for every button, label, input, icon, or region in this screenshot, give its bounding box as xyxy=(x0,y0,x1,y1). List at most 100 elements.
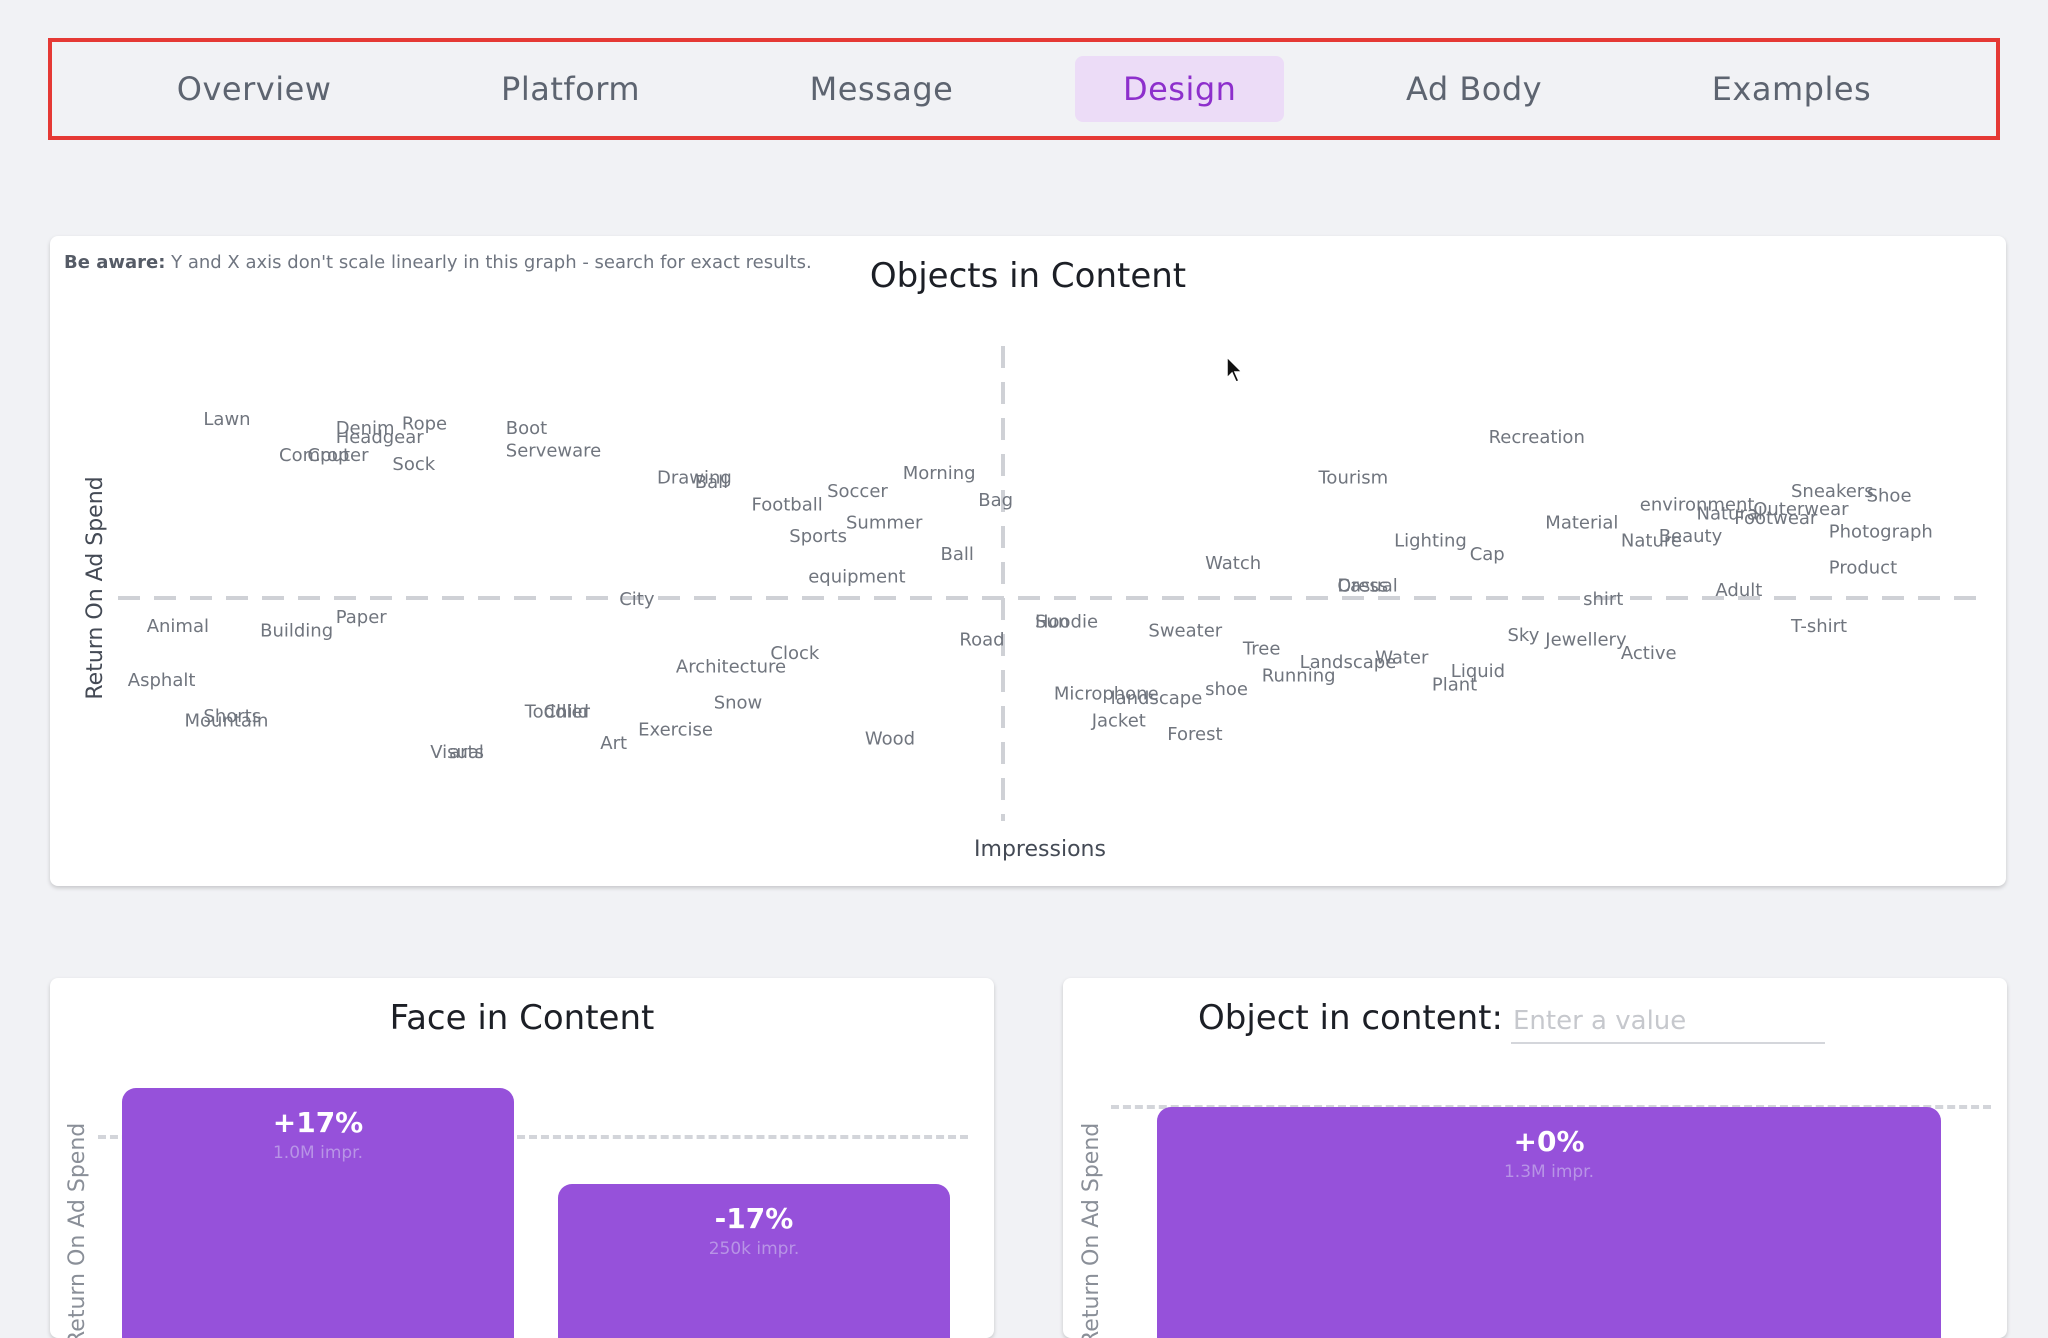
word-point[interactable]: Paper xyxy=(336,607,388,628)
tab-overview[interactable]: Overview xyxy=(176,70,332,108)
word-point[interactable]: Recreation xyxy=(1489,427,1585,448)
word-point[interactable]: Clock xyxy=(770,643,819,664)
word-point[interactable]: Sky xyxy=(1508,625,1540,646)
warning-label: Be aware: xyxy=(64,252,166,273)
tab-examples[interactable]: Examples xyxy=(1711,70,1872,108)
word-point[interactable]: Building xyxy=(260,621,333,642)
x-axis-label: Impressions xyxy=(974,837,1106,862)
word-point[interactable]: Summer xyxy=(846,513,923,534)
word-point[interactable]: Denim xyxy=(336,418,395,439)
object-search-header: Object in content: xyxy=(1063,998,2007,1048)
word-point[interactable]: Bag xyxy=(978,490,1013,511)
word-point[interactable]: Architecture xyxy=(676,657,786,678)
word-point[interactable]: shirt xyxy=(1583,589,1623,610)
word-point[interactable]: Soccer xyxy=(827,481,888,502)
word-point[interactable]: Material xyxy=(1545,513,1618,534)
word-point[interactable]: Toddler xyxy=(524,702,591,723)
word-point[interactable]: Landscape xyxy=(1300,652,1397,673)
object-in-content-card: Object in content: Return On Ad Spend +0… xyxy=(1063,978,2007,1338)
word-point[interactable]: Rope xyxy=(402,414,447,435)
face-bar-yes[interactable]: +17% 1.0M impr. xyxy=(122,1088,514,1338)
word-point[interactable]: Running xyxy=(1262,666,1336,687)
object-value-input[interactable] xyxy=(1511,1000,1825,1044)
word-point[interactable]: Snow xyxy=(714,693,763,714)
word-point[interactable]: Footwear xyxy=(1734,508,1818,529)
face-y-axis-label: Return On Ad Spend xyxy=(65,1122,90,1338)
word-point[interactable]: Ball xyxy=(695,472,728,493)
word-point[interactable]: City xyxy=(619,589,655,610)
word-point[interactable]: Football xyxy=(752,495,823,516)
word-point[interactable]: environment xyxy=(1640,495,1755,516)
face-bar-yes-impr: 1.0M impr. xyxy=(272,1143,363,1163)
word-point[interactable]: Plant xyxy=(1432,675,1477,696)
word-point[interactable]: Natural xyxy=(1697,504,1763,525)
word-point[interactable]: Liquid xyxy=(1451,661,1505,682)
word-point[interactable]: Morning xyxy=(903,463,976,484)
word-point[interactable]: Mountain xyxy=(185,711,269,732)
y-axis-label: Return On Ad Spend xyxy=(83,476,108,699)
word-point[interactable]: T-shirt xyxy=(1790,616,1847,637)
word-point[interactable]: landscape xyxy=(1111,688,1203,709)
word-point[interactable]: Sports xyxy=(789,526,847,547)
word-point[interactable]: Wood xyxy=(865,729,915,750)
word-point[interactable]: Nature xyxy=(1621,531,1682,552)
word-point[interactable]: Shorts xyxy=(203,706,261,727)
word-point[interactable]: Active xyxy=(1621,643,1677,664)
word-point[interactable]: Computer xyxy=(279,445,369,466)
word-point[interactable]: Ball xyxy=(941,544,974,565)
word-point[interactable]: Road xyxy=(959,630,1004,651)
word-point[interactable]: Sun xyxy=(1035,612,1069,633)
word-point[interactable]: Dress xyxy=(1337,576,1388,597)
word-point[interactable]: Outerwear xyxy=(1753,499,1849,520)
scale-warning: Be aware: Y and X axis don't scale linea… xyxy=(64,252,812,273)
word-point[interactable]: Microphone xyxy=(1054,684,1159,705)
mouse-cursor-icon xyxy=(1226,356,1244,383)
face-bar-no[interactable]: -17% 250k impr. xyxy=(558,1184,950,1338)
word-point[interactable]: Casual xyxy=(1337,576,1397,597)
face-reference-line xyxy=(98,1135,968,1139)
word-point[interactable]: Exercise xyxy=(638,720,713,741)
word-point[interactable]: Product xyxy=(1829,558,1897,579)
objects-scatter-chart: Impressions Return On Ad Spend Lawn Denim… xyxy=(83,346,1990,862)
word-point[interactable]: Sneakers xyxy=(1791,481,1874,502)
word-point[interactable]: Adult xyxy=(1715,580,1762,601)
objects-in-content-card: Be aware: Y and X axis don't scale linea… xyxy=(50,236,2006,886)
word-point[interactable]: equipment xyxy=(808,567,905,588)
word-point[interactable]: shoe xyxy=(1205,679,1248,700)
word-point[interactable]: Jewellery xyxy=(1544,630,1627,651)
word-point[interactable]: Beauty xyxy=(1659,526,1723,547)
word-point[interactable]: Asphalt xyxy=(128,670,196,691)
tab-platform[interactable]: Platform xyxy=(501,70,640,108)
word-point[interactable]: Water xyxy=(1375,648,1429,669)
word-point[interactable]: Hoodie xyxy=(1035,612,1098,633)
word-point[interactable]: Boot xyxy=(506,418,547,439)
word-point[interactable]: Child xyxy=(544,702,589,723)
word-point[interactable]: Animal xyxy=(147,616,209,637)
word-point[interactable]: Crop xyxy=(307,445,349,466)
word-point[interactable]: Lighting xyxy=(1394,531,1467,552)
word-point[interactable]: Headgear xyxy=(336,427,425,448)
word-point[interactable]: Cap xyxy=(1470,544,1505,565)
tab-message[interactable]: Message xyxy=(809,70,954,108)
word-point[interactable]: arts xyxy=(449,742,484,763)
face-bar-yes-pct: +17% xyxy=(272,1106,364,1139)
word-point[interactable]: Tree xyxy=(1242,639,1281,660)
tab-bar: Overview Platform Message Design Ad Body… xyxy=(48,38,2000,140)
word-point[interactable]: Tourism xyxy=(1318,468,1389,489)
object-in-content-label: Object in content: xyxy=(1198,998,1503,1038)
word-point[interactable]: Watch xyxy=(1205,553,1261,574)
word-point[interactable]: Forest xyxy=(1167,724,1222,745)
word-point[interactable]: Jacket xyxy=(1091,711,1146,732)
word-point[interactable]: Sweater xyxy=(1148,621,1222,642)
word-point[interactable]: Sock xyxy=(392,454,435,475)
tab-ad-body[interactable]: Ad Body xyxy=(1406,70,1543,108)
word-point[interactable]: Visual xyxy=(430,742,484,763)
word-point[interactable]: Serveware xyxy=(506,441,601,462)
tab-design[interactable]: Design xyxy=(1074,56,1285,122)
word-point[interactable]: Drawing xyxy=(657,468,732,489)
object-bar[interactable]: +0% 1.3M impr. xyxy=(1157,1107,1941,1338)
word-point[interactable]: Lawn xyxy=(203,409,250,430)
word-point[interactable]: Art xyxy=(600,733,627,754)
word-point[interactable]: Shoe xyxy=(1867,486,1912,507)
word-point[interactable]: Photograph xyxy=(1829,522,1933,543)
